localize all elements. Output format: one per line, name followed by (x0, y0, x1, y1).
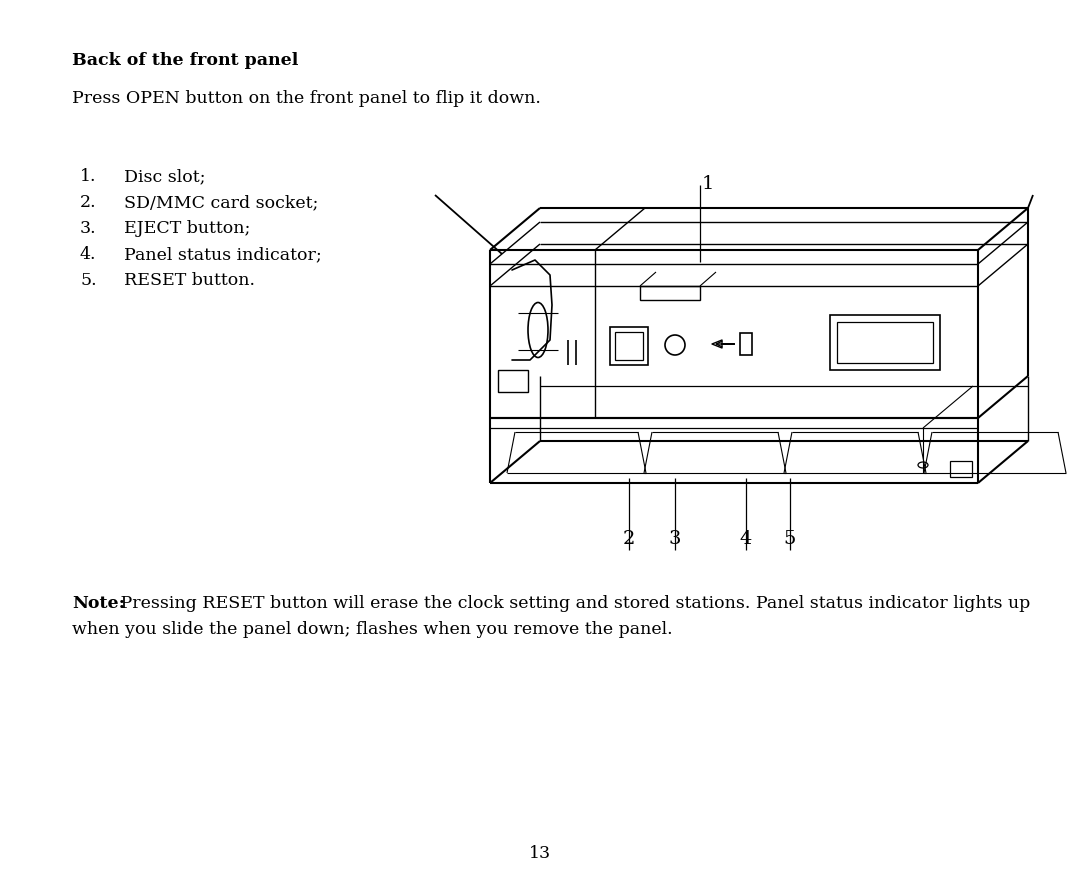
Bar (640, 286, 700, 300)
Text: Panel status indicator;: Panel status indicator; (124, 246, 322, 263)
Text: 13: 13 (529, 845, 551, 862)
Text: Note:: Note: (72, 595, 125, 612)
Text: Press OPEN button on the front panel to flip it down.: Press OPEN button on the front panel to … (72, 90, 541, 107)
Text: SD/MMC card socket;: SD/MMC card socket; (124, 194, 319, 211)
Bar (837, 322, 933, 363)
Bar (831, 315, 940, 370)
Text: when you slide the panel down; flashes when you remove the panel.: when you slide the panel down; flashes w… (72, 621, 673, 638)
Bar (498, 370, 528, 392)
Text: 1: 1 (702, 175, 714, 193)
Bar (740, 333, 752, 355)
Text: 5: 5 (784, 530, 796, 548)
Text: RESET button.: RESET button. (124, 272, 255, 289)
Bar (610, 327, 648, 365)
Text: 5.: 5. (80, 272, 96, 289)
Text: 1.: 1. (80, 168, 96, 185)
Bar (950, 461, 972, 477)
Text: 4.: 4. (80, 246, 96, 263)
Text: Disc slot;: Disc slot; (124, 168, 205, 185)
Bar (615, 332, 643, 360)
Text: EJECT button;: EJECT button; (124, 220, 251, 237)
Text: 4: 4 (740, 530, 752, 548)
Text: Back of the front panel: Back of the front panel (72, 52, 298, 69)
Text: 3: 3 (669, 530, 681, 548)
Text: 2: 2 (623, 530, 635, 548)
Text: Pressing RESET button will erase the clock setting and stored stations. Panel st: Pressing RESET button will erase the clo… (114, 595, 1030, 612)
Text: 3.: 3. (80, 220, 96, 237)
Text: 2.: 2. (80, 194, 96, 211)
